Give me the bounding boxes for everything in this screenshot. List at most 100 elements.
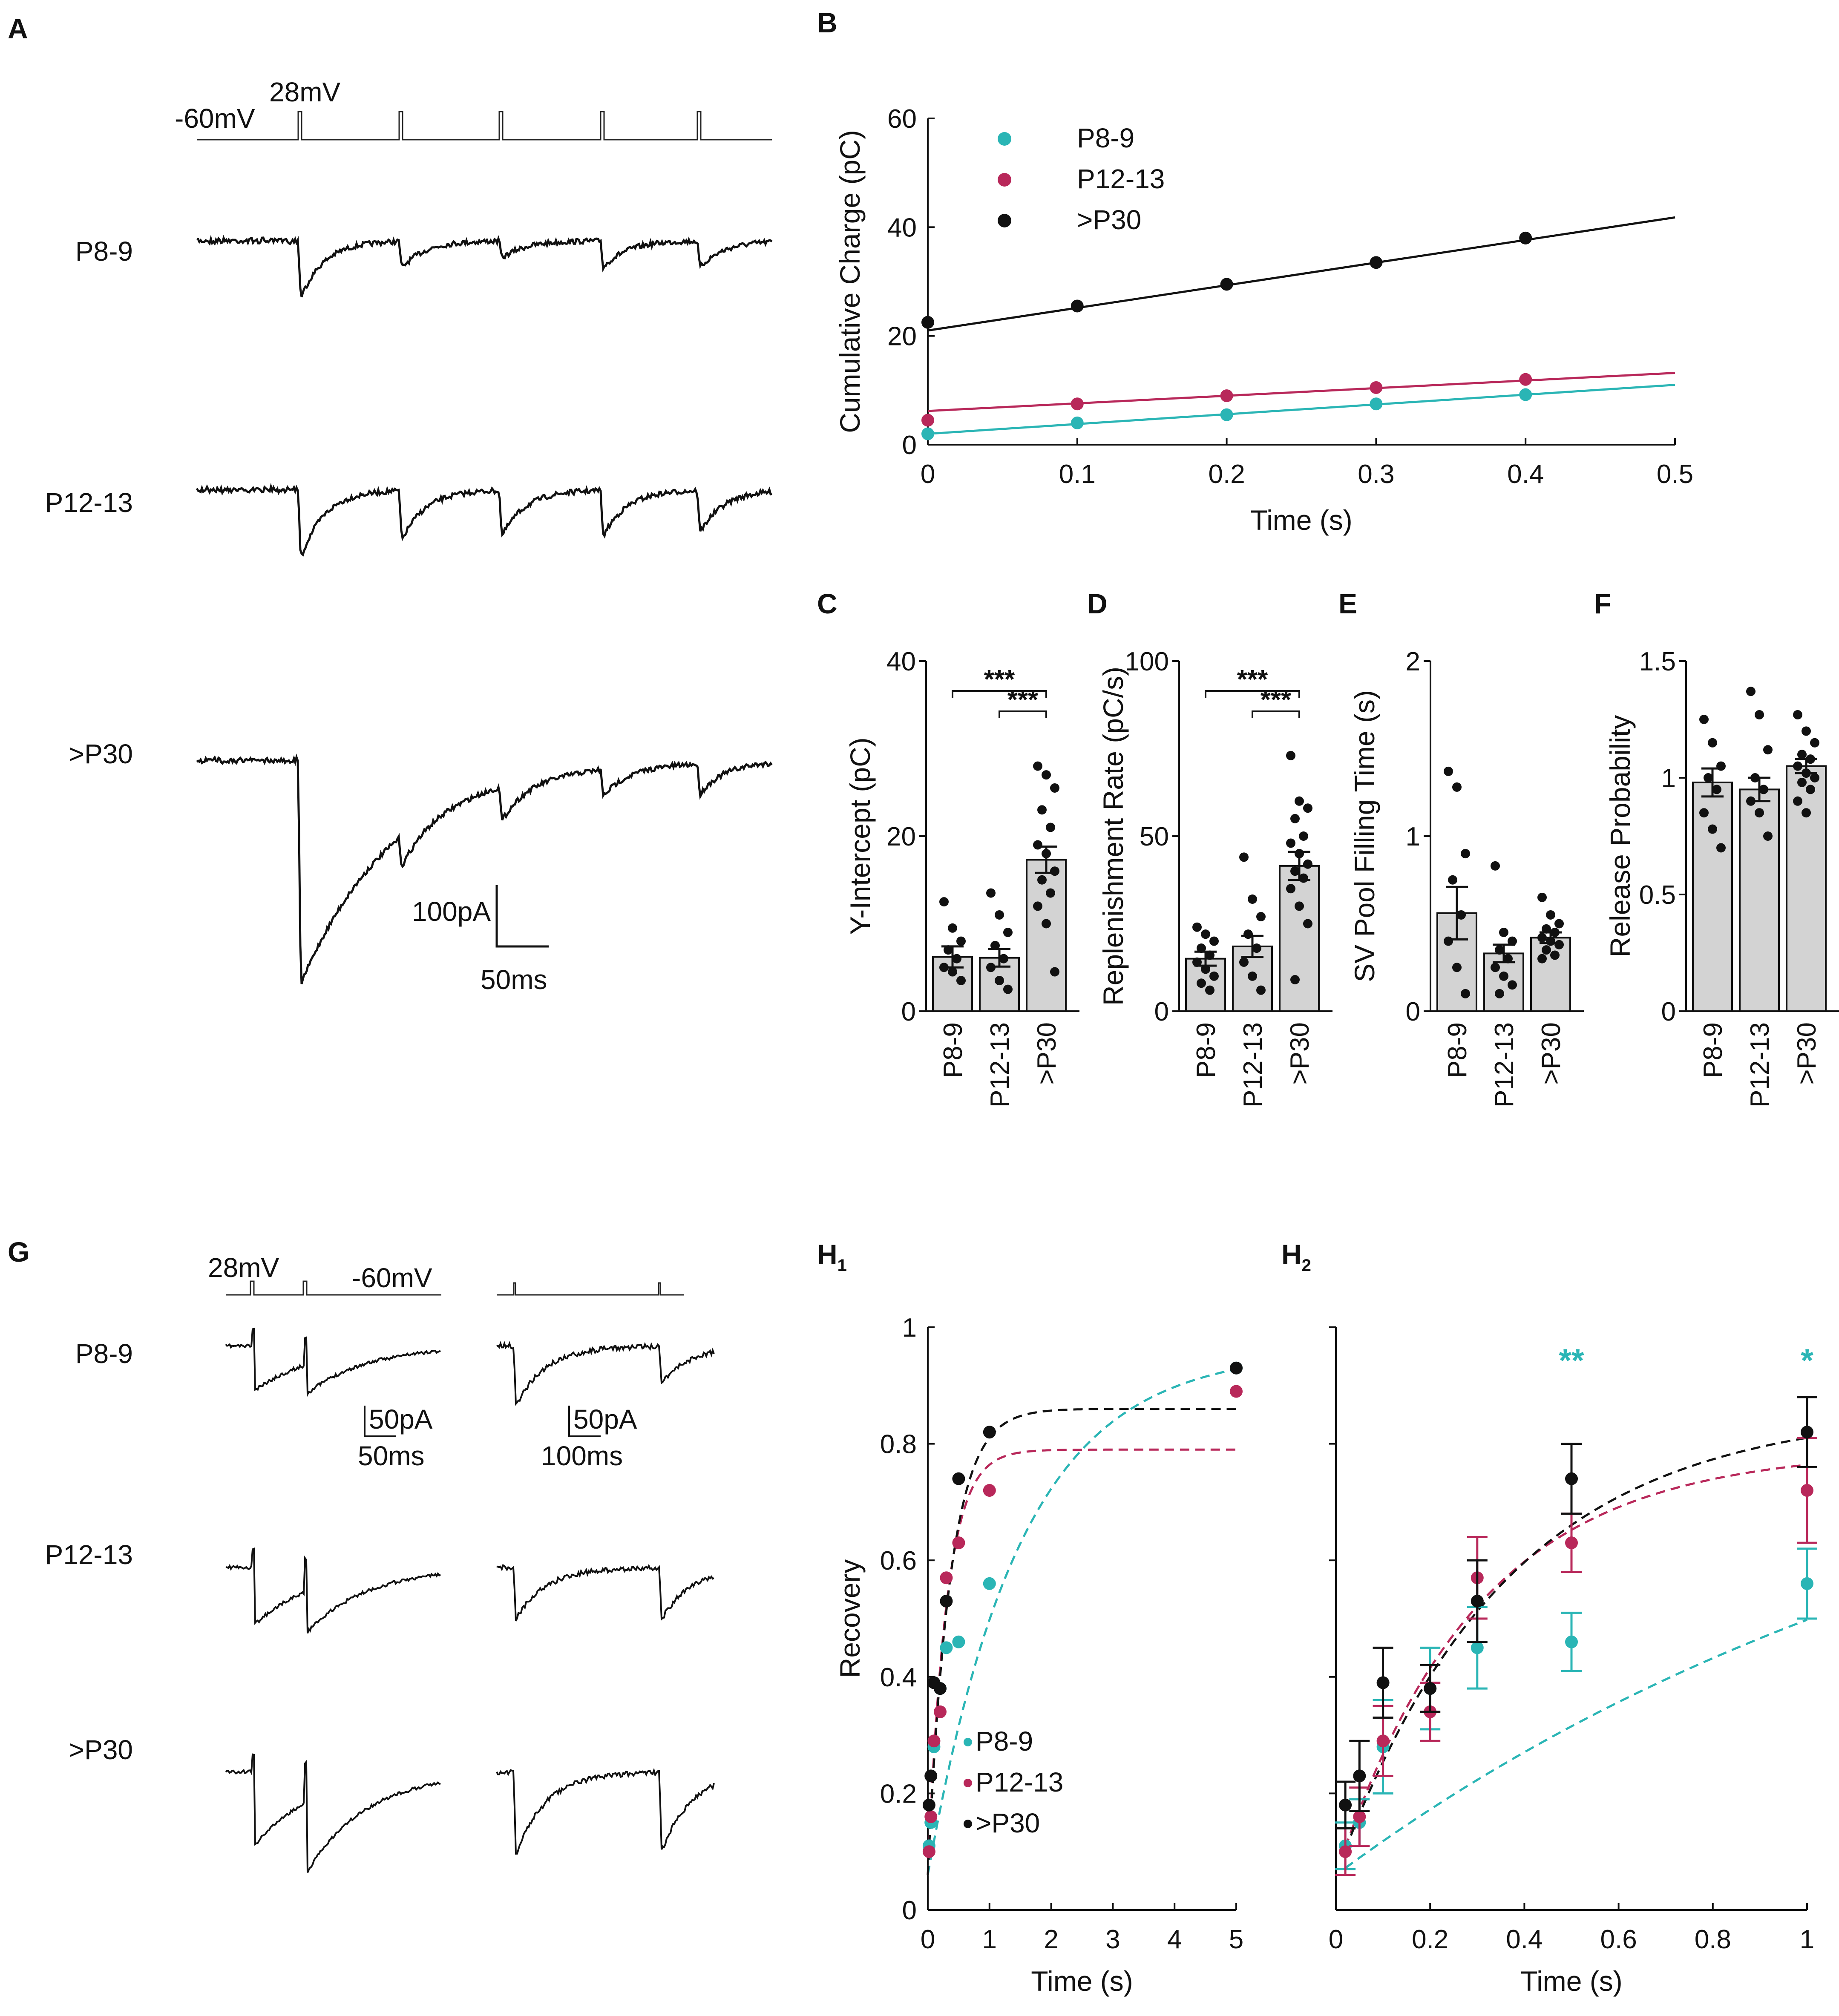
data-point-e	[1550, 950, 1560, 960]
point-h1-p30	[933, 1682, 947, 1695]
point-h1-p30	[1230, 1361, 1243, 1375]
data-point-c	[956, 976, 966, 986]
point-h2-p30	[1565, 1472, 1578, 1485]
point-h1-p12-13	[940, 1571, 953, 1585]
data-point-f	[1699, 715, 1709, 724]
x-axis-label-h2: Time (s)	[1520, 1965, 1623, 1997]
legend-marker-h1-p8-9	[964, 1738, 972, 1746]
data-point-e	[1448, 875, 1457, 885]
data-point-e	[1503, 954, 1513, 963]
point-h1-p30	[940, 1594, 953, 1608]
y-tick-label-c: 40	[886, 647, 916, 676]
data-point-f	[1763, 745, 1773, 755]
protocol-trace-g	[226, 1280, 684, 1296]
point-h2-p12-13	[1801, 1484, 1813, 1497]
panel-label-a: A	[8, 13, 28, 44]
scale-y-label-g-right: 50pA	[573, 1404, 637, 1435]
current-trace-g-left-2	[225, 1753, 441, 1873]
data-point-f	[1810, 773, 1819, 782]
scale-x-label-g-right: 100ms	[541, 1441, 623, 1471]
x-tick-label-c: P12-13	[985, 1022, 1015, 1107]
data-point-d	[1252, 943, 1261, 953]
x-tick-label-f: >P30	[1792, 1022, 1822, 1085]
x-axis-label-h1: Time (s)	[1031, 1965, 1133, 1997]
legend-marker-p12-13	[998, 173, 1011, 187]
significance-label-c: ***	[1007, 685, 1039, 715]
data-point-e	[1491, 963, 1500, 972]
data-point-d	[1209, 971, 1219, 981]
point-h1-p30	[924, 1769, 938, 1783]
chart-c: 0 20 40 Y-Intercept (pC) P8-9 P12-13 >P30 *****…	[844, 647, 1079, 1107]
current-trace-g-right-0	[496, 1340, 715, 1406]
chart-b: 0 20 40 60 0 0.1 0.2 0.3 0.4 0.5 Time (s) Cumulativ…	[834, 104, 1693, 536]
chart-e: 0 1 2 SV Pool Filling Time (s) P8-9 P12-13 >P3…	[1349, 647, 1584, 1107]
point-p12-13	[1370, 381, 1383, 394]
trace-label-p8-9: P8-9	[75, 236, 133, 267]
x-tick-label-h2: 1	[1800, 1925, 1814, 1954]
data-point-e	[1491, 861, 1500, 871]
significance-bracket-d	[1252, 710, 1300, 718]
data-point-e	[1554, 940, 1564, 949]
data-point-f	[1802, 726, 1811, 736]
x-tick-label-d: >P30	[1285, 1022, 1315, 1085]
panel-f: F 0 0.5 1 1.5 Release Probability P8-9 P12-13 >…	[1594, 588, 1839, 1107]
data-point-d	[1256, 985, 1266, 995]
protocol-hold-label-g: -60mV	[352, 1263, 432, 1293]
data-point-e	[1508, 936, 1517, 946]
chart-h1: 0 0.2 0.4 0.6 0.8 1 0 1 2 3 4 5 Time (s) Recovery P8-9…	[834, 1313, 1243, 1997]
point-p12-13	[1220, 389, 1233, 403]
panel-label-h2: H2	[1281, 1239, 1311, 1275]
data-point-f	[1802, 808, 1811, 818]
scale-y-label-g-left: 50pA	[369, 1404, 433, 1435]
data-point-c	[1003, 928, 1013, 938]
data-point-d	[1286, 751, 1295, 760]
y-tick-label-h1: 0.6	[880, 1546, 917, 1576]
data-point-e	[1495, 945, 1504, 955]
data-point-d	[1299, 873, 1308, 883]
legend-marker-h1-p12-13	[964, 1779, 972, 1787]
point-h1-p30	[952, 1472, 965, 1485]
protocol-step-label-g: 28mV	[208, 1252, 279, 1283]
x-tick-label-h2: 0.4	[1506, 1925, 1543, 1954]
data-point-e	[1495, 989, 1504, 998]
point-p30	[1071, 299, 1084, 313]
y-tick-label-f: 1.5	[1639, 647, 1676, 676]
legend-label-h1-p30: >P30	[976, 1808, 1040, 1838]
bar-f-p12-13	[1739, 788, 1780, 1012]
data-point-e	[1542, 945, 1551, 955]
point-h2-p12-13	[1353, 1810, 1366, 1823]
data-point-d	[1299, 831, 1308, 841]
point-h2-p30	[1471, 1594, 1484, 1608]
data-point-d	[1295, 901, 1304, 911]
data-point-e	[1546, 936, 1555, 946]
bar-f-p30	[1786, 765, 1827, 1012]
data-point-d	[1290, 866, 1300, 876]
point-h1-p8-9	[983, 1577, 996, 1590]
data-point-d	[1239, 957, 1249, 967]
point-p8-9	[1370, 397, 1383, 411]
current-trace-a-2	[196, 753, 773, 984]
fit-line-p8-9	[927, 384, 1675, 435]
point-h1-p12-13	[922, 1845, 935, 1858]
scale-bar-g-left	[364, 1406, 396, 1437]
data-point-e	[1546, 910, 1555, 920]
data-point-c	[948, 923, 957, 933]
data-point-c	[1050, 783, 1059, 793]
data-point-d	[1201, 964, 1210, 974]
data-point-f	[1708, 824, 1717, 834]
point-h1-p12-13	[983, 1484, 996, 1497]
fit-curve-h2-p30	[1344, 1437, 1807, 1850]
current-trace-a-1	[196, 483, 772, 557]
trace-label-p12-13: P12-13	[45, 487, 133, 518]
data-point-e	[1537, 892, 1547, 902]
y-tick-label-c: 0	[901, 997, 916, 1027]
data-point-d	[1286, 884, 1295, 894]
y-tick-label-h1: 0.8	[880, 1430, 917, 1459]
x-tick-label-h1: 3	[1105, 1925, 1120, 1954]
y-tick-label-b: 40	[887, 213, 917, 242]
data-point-c	[1042, 770, 1051, 780]
x-tick-label-b: 0	[921, 460, 935, 489]
y-axis-label-c: Y-Intercept (pC)	[844, 737, 876, 935]
current-trace-g-left-1	[225, 1547, 441, 1634]
panel-label-b: B	[817, 7, 837, 38]
